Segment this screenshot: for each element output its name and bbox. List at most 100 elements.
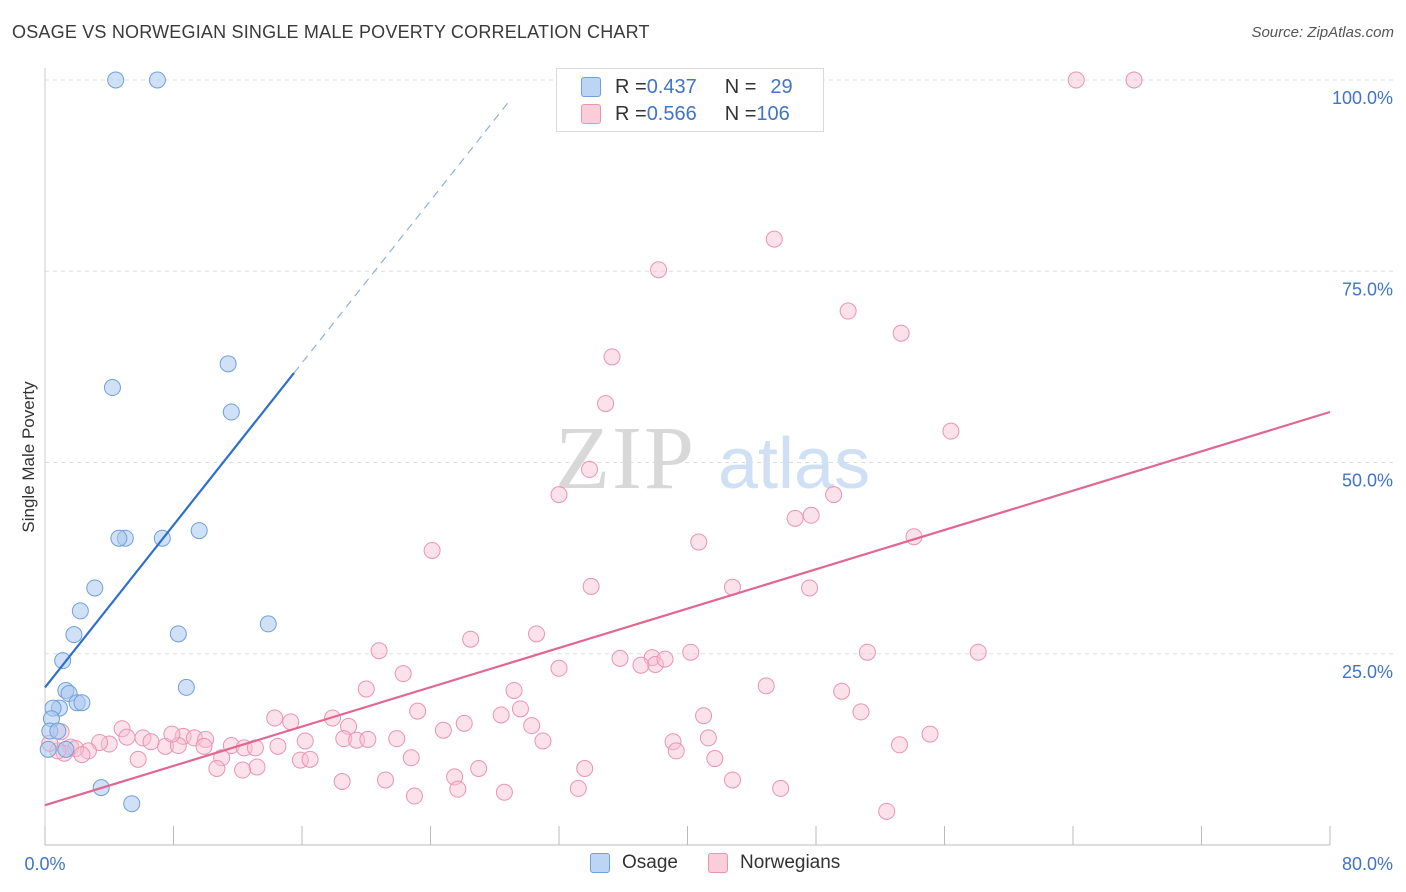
data-point-norwegians xyxy=(74,747,90,763)
data-point-norwegians xyxy=(235,762,251,778)
data-point-norwegians xyxy=(130,751,146,767)
trendline-osage-extension xyxy=(294,99,511,373)
data-point-norwegians xyxy=(943,423,959,439)
data-point-norwegians xyxy=(570,780,586,796)
legend-item-norwegians: Norwegians xyxy=(708,852,840,874)
data-point-norwegians xyxy=(970,644,986,660)
data-point-osage xyxy=(124,796,140,812)
data-point-norwegians xyxy=(119,729,135,745)
data-point-osage xyxy=(104,380,120,396)
data-point-norwegians xyxy=(787,510,803,526)
data-point-norwegians xyxy=(471,761,487,777)
data-point-norwegians xyxy=(840,303,856,319)
data-point-osage xyxy=(170,626,186,642)
data-point-norwegians xyxy=(371,643,387,659)
data-point-norwegians xyxy=(410,703,426,719)
data-point-norwegians xyxy=(164,726,180,742)
data-point-norwegians xyxy=(435,722,451,738)
data-point-osage xyxy=(178,679,194,695)
data-point-norwegians xyxy=(551,660,567,676)
legend-r-value: 0.437 xyxy=(647,76,725,99)
data-point-osage xyxy=(260,616,276,632)
data-point-norwegians xyxy=(403,750,419,766)
data-point-norwegians xyxy=(691,534,707,550)
legend-n-label: N = xyxy=(725,76,757,99)
legend-label-osage: Osage xyxy=(622,852,678,874)
data-point-norwegians xyxy=(529,626,545,642)
data-point-norwegians xyxy=(360,731,376,747)
grid-layer xyxy=(45,80,1395,654)
data-point-osage xyxy=(40,741,56,757)
data-point-norwegians xyxy=(493,707,509,723)
data-point-norwegians xyxy=(1126,72,1142,88)
data-point-norwegians xyxy=(651,262,667,278)
data-point-norwegians xyxy=(249,759,265,775)
legend-item-osage: Osage xyxy=(590,852,678,874)
data-point-osage xyxy=(87,580,103,596)
data-point-osage xyxy=(50,723,66,739)
correlation-legend: R = 0.437 N = 29 R = 0.566 N = 106 xyxy=(556,68,824,132)
data-point-norwegians xyxy=(582,461,598,477)
y-tick-label: 100.0% xyxy=(1332,88,1393,108)
data-point-norwegians xyxy=(604,349,620,365)
data-point-norwegians xyxy=(524,718,540,734)
data-point-osage xyxy=(72,603,88,619)
legend-swatch-norwegians xyxy=(581,104,601,124)
data-point-norwegians xyxy=(859,644,875,660)
data-point-norwegians xyxy=(196,738,212,754)
data-point-osage xyxy=(108,72,124,88)
data-point-norwegians xyxy=(922,726,938,742)
data-point-norwegians xyxy=(551,487,567,503)
data-point-osage xyxy=(58,741,74,757)
legend-r-label: R = xyxy=(615,76,647,99)
data-point-norwegians xyxy=(879,803,895,819)
y-tick-label: 50.0% xyxy=(1342,471,1393,491)
data-point-norwegians xyxy=(424,542,440,558)
data-point-osage xyxy=(66,627,82,643)
data-point-norwegians xyxy=(724,772,740,788)
legend-n-label: N = xyxy=(725,103,757,126)
legend-n-value: 106 xyxy=(756,103,789,126)
data-point-norwegians xyxy=(696,708,712,724)
data-point-norwegians xyxy=(707,751,723,767)
y-tick-label: 75.0% xyxy=(1342,279,1393,299)
data-point-norwegians xyxy=(802,580,818,596)
data-point-norwegians xyxy=(834,683,850,699)
data-point-norwegians xyxy=(456,715,472,731)
legend-r-label: R = xyxy=(615,103,647,126)
watermark-zip: ZIP xyxy=(555,409,696,508)
data-point-norwegians xyxy=(633,657,649,673)
legend-swatch-osage xyxy=(581,77,601,97)
data-point-norwegians xyxy=(853,704,869,720)
data-point-norwegians xyxy=(302,751,318,767)
data-point-norwegians xyxy=(583,578,599,594)
series-legend: Osage Norwegians xyxy=(590,852,870,874)
watermark-atlas: atlas xyxy=(718,424,870,504)
data-point-norwegians xyxy=(450,781,466,797)
data-point-osage xyxy=(220,356,236,372)
data-point-norwegians xyxy=(512,701,528,717)
legend-swatch-norwegians xyxy=(708,853,728,873)
data-point-norwegians xyxy=(395,666,411,682)
x-tick-label: 80.0% xyxy=(1342,854,1393,874)
legend-label-norwegians: Norwegians xyxy=(740,852,840,874)
data-point-norwegians xyxy=(683,644,699,660)
data-point-norwegians xyxy=(506,682,522,698)
data-point-norwegians xyxy=(334,774,350,790)
data-point-norwegians xyxy=(378,772,394,788)
data-point-norwegians xyxy=(496,784,512,800)
data-point-norwegians xyxy=(143,734,159,750)
data-point-norwegians xyxy=(267,710,283,726)
data-point-norwegians xyxy=(406,788,422,804)
data-point-norwegians xyxy=(773,780,789,796)
legend-r-value: 0.566 xyxy=(647,103,725,126)
data-point-norwegians xyxy=(803,507,819,523)
legend-row-norwegians: R = 0.566 N = 106 xyxy=(581,101,790,127)
data-point-norwegians xyxy=(389,731,405,747)
data-point-norwegians xyxy=(297,733,313,749)
data-point-norwegians xyxy=(657,651,673,667)
x-tick-label: 0.0% xyxy=(24,854,65,874)
data-point-norwegians xyxy=(700,730,716,746)
data-point-norwegians xyxy=(758,678,774,694)
